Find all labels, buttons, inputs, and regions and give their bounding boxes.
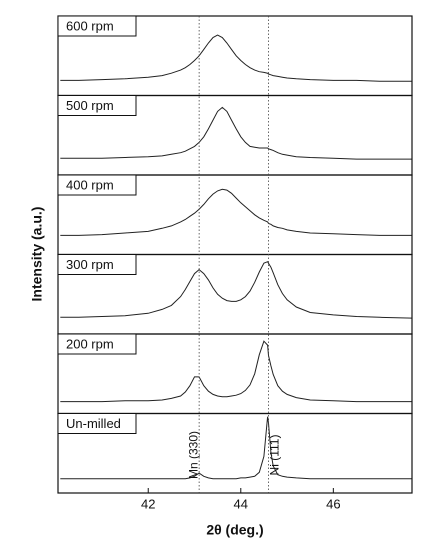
spectrum-line (60, 416, 412, 480)
peak-annotation: Mn (330) (187, 431, 201, 479)
spectrum-line (60, 106, 412, 160)
x-tick-label: 46 (326, 496, 340, 511)
panel-label-box (57, 254, 137, 275)
panel-label-box (57, 174, 137, 196)
panel-frame (57, 412, 413, 494)
peak-annotation: Ni (111) (268, 435, 282, 476)
legend-label: 300 rpm (66, 257, 114, 272)
x-tick-label: 42 (141, 496, 155, 511)
panel-label-box (57, 95, 137, 116)
spectrum-line (60, 34, 412, 82)
x-axis-label: 2θ (deg.) (206, 522, 263, 538)
spectrum-line (60, 188, 412, 236)
legend-label: 500 rpm (66, 98, 114, 113)
legend-label: 400 rpm (66, 177, 114, 192)
panel-label-box (57, 15, 137, 37)
legend-label: 200 rpm (66, 336, 114, 351)
panel-label-box (57, 333, 137, 355)
x-tick-label: 44 (234, 496, 248, 511)
spectrum-line (60, 340, 412, 403)
legend-label: 600 rpm (66, 18, 114, 33)
spectrum-line (60, 261, 413, 319)
panel-label-box (57, 413, 137, 434)
y-axis-label: Intensity (a.u.) (29, 207, 45, 302)
legend-label: Un-milled (66, 416, 121, 431)
